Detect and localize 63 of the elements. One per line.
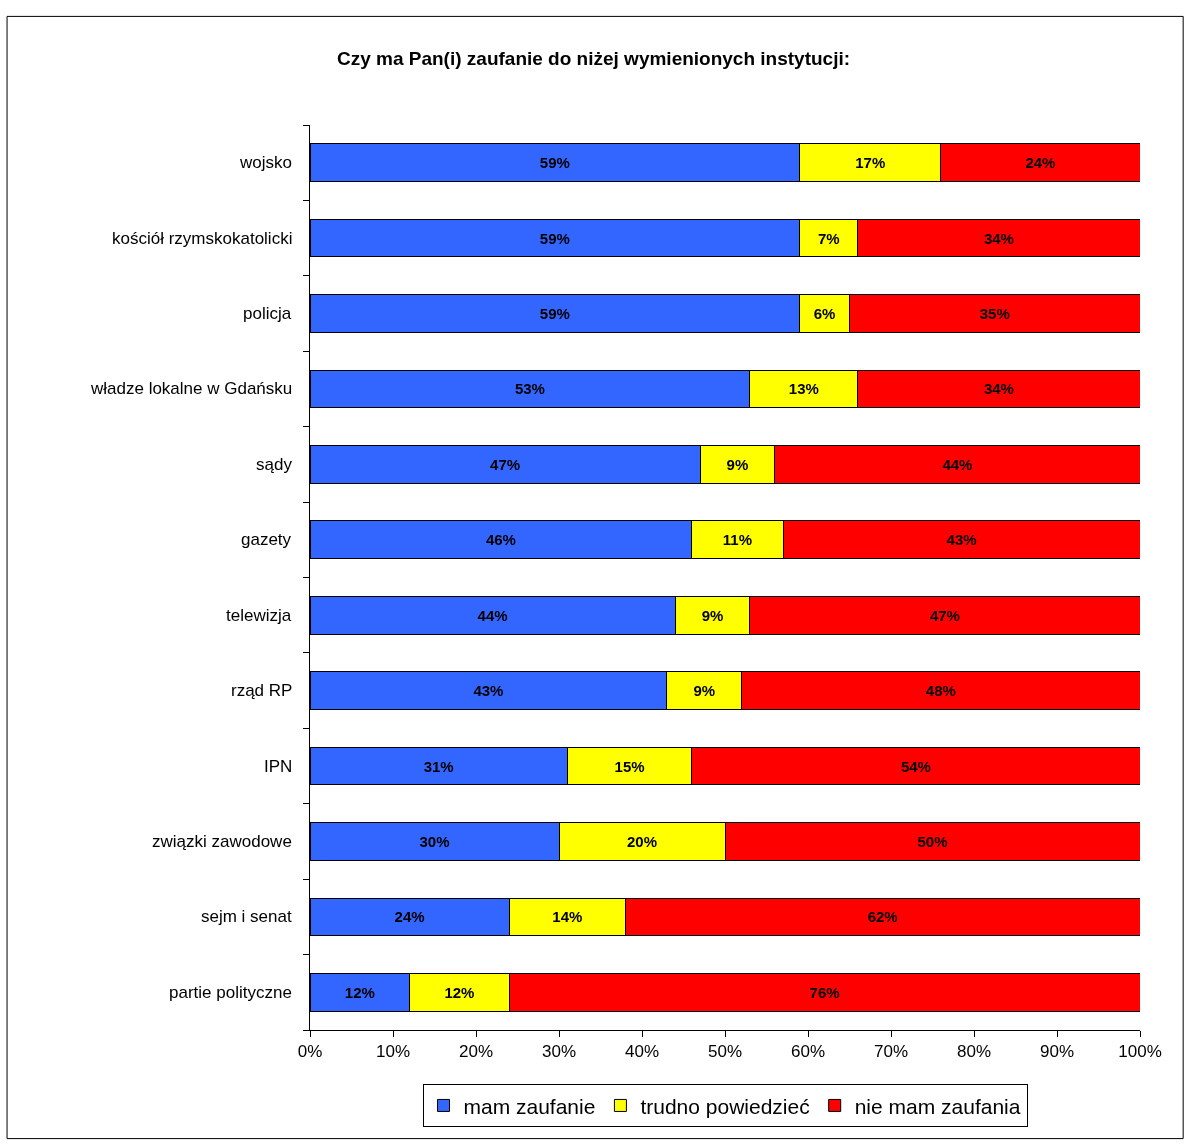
data-label: 7% [817,229,840,247]
x-tick-label: 60% [790,1042,826,1062]
data-label: 12% [344,983,375,1001]
data-label: 76% [809,983,840,1001]
data-label: 44% [942,455,973,473]
y-tick-label: związki zawodowe [152,832,292,851]
legend-label: trudno powiedzieć [640,1094,810,1118]
x-tick-label: 20% [458,1042,494,1062]
data-label: 47% [929,606,960,624]
x-tick-label: 70% [873,1042,909,1062]
y-tick-label: telewizja [226,606,292,625]
data-label: 9% [726,455,749,473]
data-label: 46% [485,531,516,549]
y-tick-label: władze lokalne w Gdańsku [90,379,293,398]
data-label: 13% [788,380,819,398]
legend-label: nie mam zaufania [854,1094,1021,1118]
data-label: 9% [701,606,724,624]
data-label: 43% [473,682,504,700]
data-label: 43% [946,531,977,549]
data-label: 50% [917,832,948,850]
data-label: 15% [614,757,645,775]
data-label: 14% [552,908,583,926]
data-label: 47% [490,455,521,473]
y-tick-label: gazety [241,530,292,549]
data-label: 6% [813,305,836,323]
legend-label: mam zaufanie [463,1094,596,1118]
x-tick-label: 50% [707,1042,743,1062]
data-label: 54% [900,757,931,775]
y-tick-label: sądy [256,455,293,474]
data-label: 30% [419,832,450,850]
y-tick-label: rząd RP [231,681,293,700]
x-tick-label: 100% [1118,1042,1162,1062]
data-label: 62% [867,908,898,926]
y-tick-label: wojsko [239,153,292,172]
data-label: 9% [693,682,716,700]
chart-title: Czy ma Pan(i) zaufanie do niżej wymienionych instytucji: [336,47,851,69]
data-label: 24% [1025,154,1056,172]
x-tick-label: 90% [1039,1042,1075,1062]
y-tick-label: policja [243,304,292,323]
data-label: 17% [855,154,886,172]
x-tick-label: 10% [375,1042,411,1062]
data-label: 59% [539,229,570,247]
data-label: 59% [539,154,570,172]
data-label: 24% [394,908,425,926]
data-label: 34% [983,380,1014,398]
x-tick-label: 0% [297,1042,323,1062]
data-label: 48% [925,682,956,700]
y-tick-label: IPN [264,757,293,776]
x-tick-label: 80% [956,1042,992,1062]
data-label: 11% [722,531,753,549]
data-label: 12% [444,983,475,1001]
x-tick-label: 30% [541,1042,577,1062]
data-label: 34% [983,229,1014,247]
data-label: 44% [477,606,508,624]
x-tick-label: 40% [624,1042,660,1062]
data-label: 53% [514,380,545,398]
data-label: 35% [979,305,1010,323]
data-label: 20% [626,832,658,850]
data-label: 31% [423,757,454,775]
y-tick-label: partie polityczne [169,983,292,1002]
data-label: 59% [539,305,570,323]
y-tick-label: kościół rzymskokatolicki [112,229,293,248]
y-tick-label: sejm i senat [201,907,292,926]
